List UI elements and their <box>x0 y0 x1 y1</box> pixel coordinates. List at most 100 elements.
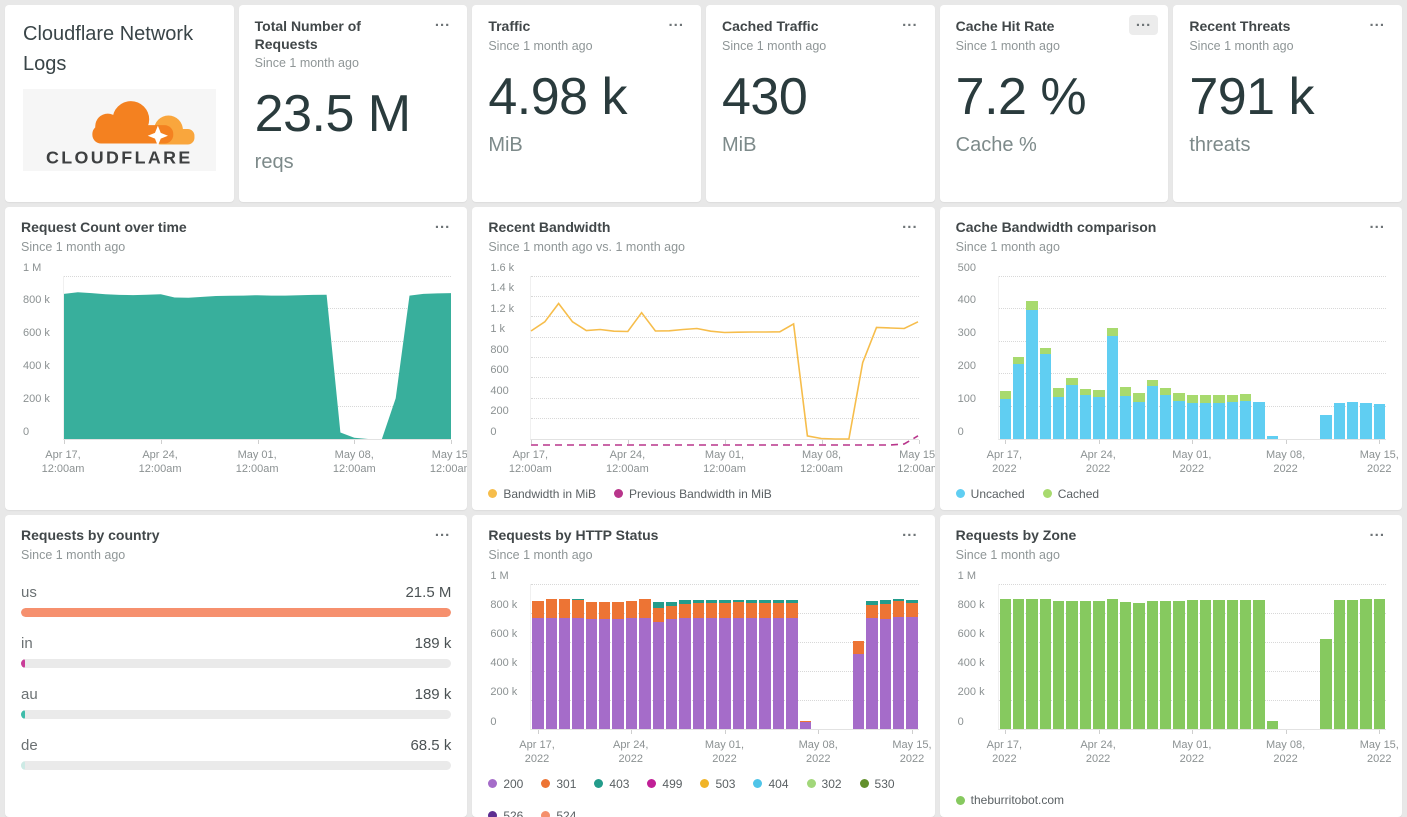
bar-segment-theburritobot.com <box>1079 600 1092 729</box>
x-axis-tick <box>818 729 820 734</box>
country-bar <box>21 709 25 719</box>
x-axis-tick <box>64 439 65 444</box>
x-axis-tick <box>160 439 162 444</box>
legend-item[interactable]: Cached <box>1042 487 1099 501</box>
legend-item[interactable]: 301 <box>541 777 576 791</box>
legend-item[interactable]: 499 <box>647 777 682 791</box>
bar-segment-Uncached <box>1013 364 1025 439</box>
bar-slot <box>1226 584 1239 729</box>
legend-item[interactable]: theburritobot.com <box>955 793 1064 807</box>
x-axis-tick <box>1005 439 1007 444</box>
bar-segment-theburritobot.com <box>1347 600 1359 729</box>
country-label: in <box>21 634 33 652</box>
bar-slot <box>1066 584 1078 729</box>
bar-segment-301 <box>639 599 651 619</box>
bar-slot <box>1307 276 1318 439</box>
bar-segment-301 <box>679 603 691 619</box>
bar-segment-301 <box>599 601 611 619</box>
y-axis-label: 0 <box>490 425 497 438</box>
bar-slot <box>1013 584 1025 729</box>
recent-bandwidth-grid: 1.6 k 1.4 k 1.2 k 1 k 800 600 400 200 0 Apr 17, 12… <box>488 262 934 477</box>
panel-menu-button[interactable]: ... <box>895 14 925 35</box>
bar-segment-theburritobot.com <box>1373 598 1386 729</box>
bar-segment-Cached <box>1119 387 1132 397</box>
legend-label: 403 <box>609 776 630 791</box>
panel-menu-button[interactable]: ... <box>661 14 691 35</box>
panel-menu-button[interactable]: ... <box>895 524 925 545</box>
country-label: us <box>21 583 37 601</box>
panel-menu-button[interactable]: ... <box>1362 524 1392 545</box>
bar-segment-301 <box>692 603 704 618</box>
bar-slot <box>1093 584 1105 729</box>
y-axis-label: 200 k <box>957 686 985 699</box>
panel-menu-button[interactable]: ... <box>428 216 458 237</box>
panel-menu-button[interactable]: ... <box>428 14 458 35</box>
panel-menu-button[interactable]: ... <box>895 216 925 237</box>
panel-cache-bandwidth-comparison: Cache Bandwidth comparison Since 1 month… <box>939 207 1402 510</box>
bar-segment-Cached <box>1173 392 1185 402</box>
bar-segment-200 <box>732 618 745 729</box>
legend-item[interactable]: 302 <box>806 777 842 791</box>
x-axis-tick <box>1192 729 1194 734</box>
bar-slot <box>1186 276 1199 439</box>
bar-segment-theburritobot.com <box>1026 598 1038 729</box>
bar-segment-Cached <box>1079 388 1092 396</box>
panel-menu-button[interactable]: ... <box>1128 14 1159 35</box>
country-value: 189 k <box>414 634 452 652</box>
bar-slot <box>772 584 785 729</box>
bar-slot <box>1253 276 1265 439</box>
page-title: Cloudflare Network Logs <box>23 23 194 75</box>
x-axis-tick <box>1379 439 1381 444</box>
legend-item[interactable]: Bandwidth in MiB <box>488 487 596 501</box>
gridline <box>998 583 1386 585</box>
http-status-chart: 1 M 800 k 600 k 400 k 200 k 0 Apr 17, 2022 Apr 2… <box>488 562 932 817</box>
bar-segment-301 <box>706 602 718 618</box>
bar-slot <box>1307 584 1318 729</box>
gridline <box>998 308 1386 310</box>
bar-slot <box>1159 276 1172 439</box>
bar-slot <box>1119 584 1132 729</box>
bar-slot <box>1106 276 1118 439</box>
y-axis-label: 600 k <box>490 627 518 640</box>
legend-item[interactable]: Previous Bandwidth in MiB <box>614 487 772 501</box>
legend-item[interactable]: 503 <box>700 777 735 791</box>
legend-item[interactable]: 530 <box>859 777 895 791</box>
bar-segment-Cached <box>1226 394 1239 402</box>
legend-item[interactable]: 524 <box>541 809 576 817</box>
panel-recent-threats: Recent Threats Since 1 month ago ... 791… <box>1173 5 1402 202</box>
panel-subtitle: Since 1 month ago vs. 1 month ago <box>488 239 685 254</box>
legend-item[interactable]: Uncached <box>955 487 1025 501</box>
legend-item[interactable]: 526 <box>488 809 523 817</box>
panel-title: Requests by Zone <box>955 527 1077 543</box>
y-axis-label: 300 <box>957 327 977 340</box>
bar-segment-Uncached <box>1347 402 1359 439</box>
bar-segment-403 <box>572 599 584 601</box>
gridline <box>998 340 1386 342</box>
bar-slot <box>1360 276 1372 439</box>
panel-menu-button[interactable]: ... <box>1362 14 1392 35</box>
panel-header: Recent Bandwidth Since 1 month ago vs. 1… <box>488 216 918 254</box>
x-axis-label: Apr 24, 2022 <box>1080 738 1116 766</box>
bar-segment-200 <box>759 617 771 729</box>
x-axis-label: May 15,12:00am <box>897 448 935 476</box>
x-axis-tick <box>1098 729 1100 734</box>
x-axis-tick <box>1192 439 1194 444</box>
bar-slot <box>1266 584 1279 729</box>
x-axis-label: Apr 17, 12:00am <box>508 448 552 476</box>
x-axis-tick <box>911 729 913 734</box>
gridline <box>531 397 919 399</box>
request-count-plot-area <box>63 275 453 444</box>
legend-dot <box>859 779 869 788</box>
panel-menu-button[interactable]: ... <box>428 524 458 545</box>
bar-segment-200 <box>746 617 758 729</box>
panel-menu-button[interactable]: ... <box>1362 216 1392 237</box>
legend-item[interactable]: 403 <box>594 777 629 791</box>
bar-segment-301 <box>759 602 771 618</box>
y-axis: 1 M 800 k 600 k 400 k 200 k 0 <box>956 570 998 730</box>
legend-item[interactable]: 404 <box>753 777 789 791</box>
bar-slot <box>1173 584 1185 729</box>
stat-unit: threats <box>1189 133 1251 156</box>
legend-item[interactable]: 200 <box>488 777 523 791</box>
bar-segment-theburritobot.com <box>1240 600 1252 729</box>
x-axis-tick <box>724 729 726 734</box>
